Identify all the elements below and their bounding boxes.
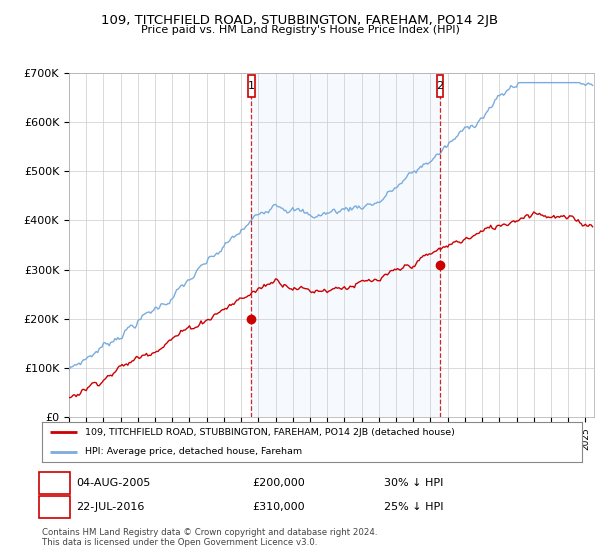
Text: 109, TITCHFIELD ROAD, STUBBINGTON, FAREHAM, PO14 2JB: 109, TITCHFIELD ROAD, STUBBINGTON, FAREH… — [101, 14, 499, 27]
Text: 30% ↓ HPI: 30% ↓ HPI — [384, 478, 443, 488]
Text: 2: 2 — [51, 502, 58, 512]
Text: 1: 1 — [51, 478, 58, 488]
FancyBboxPatch shape — [248, 75, 255, 97]
Text: £200,000: £200,000 — [252, 478, 305, 488]
FancyBboxPatch shape — [437, 75, 443, 97]
Text: 109, TITCHFIELD ROAD, STUBBINGTON, FAREHAM, PO14 2JB (detached house): 109, TITCHFIELD ROAD, STUBBINGTON, FAREH… — [85, 428, 455, 437]
Text: 25% ↓ HPI: 25% ↓ HPI — [384, 502, 443, 512]
Text: 2: 2 — [436, 81, 443, 91]
Text: HPI: Average price, detached house, Fareham: HPI: Average price, detached house, Fare… — [85, 447, 302, 456]
Text: £310,000: £310,000 — [252, 502, 305, 512]
Text: 22-JUL-2016: 22-JUL-2016 — [76, 502, 145, 512]
Bar — [251, 73, 440, 417]
Text: Price paid vs. HM Land Registry's House Price Index (HPI): Price paid vs. HM Land Registry's House … — [140, 25, 460, 35]
Text: Contains HM Land Registry data © Crown copyright and database right 2024.
This d: Contains HM Land Registry data © Crown c… — [42, 528, 377, 547]
Text: 04-AUG-2005: 04-AUG-2005 — [76, 478, 151, 488]
Text: 1: 1 — [248, 81, 255, 91]
